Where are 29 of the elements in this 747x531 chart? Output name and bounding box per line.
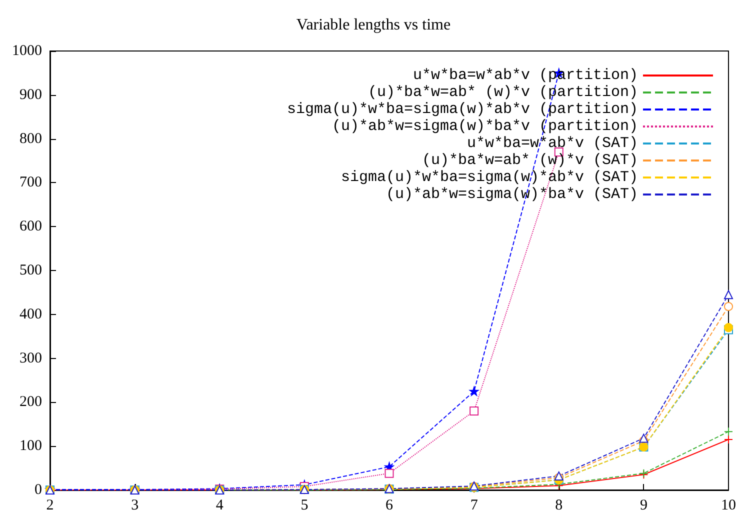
x-tick-label: 7 [470, 498, 478, 514]
y-tick-label: 900 [20, 86, 42, 103]
chart-title: Variable lengths vs time [296, 16, 451, 34]
y-tick-label: 100 [20, 438, 42, 454]
x-tick-label: 10 [721, 498, 736, 514]
x-tick-label: 5 [300, 498, 308, 514]
x-tick-label: 3 [131, 498, 139, 514]
y-tick-label: 200 [20, 394, 42, 410]
legend-label: sigma(u)*w*ba=sigma(w)*ab*v (partition) [286, 101, 638, 118]
x-tick-label: 2 [46, 498, 54, 514]
y-tick-label: 0 [34, 482, 42, 498]
legend-label: (u)*ba*w=ab* (w)*v (SAT) [422, 152, 638, 169]
x-tick-label: 9 [640, 498, 648, 514]
legend-label: (u)*ab*w=sigma(w)*ba*v (partition) [332, 118, 638, 135]
x-tick-label: 8 [555, 498, 563, 514]
x-tick-label: 6 [386, 498, 394, 514]
y-tick-label: 600 [20, 218, 42, 235]
legend-label: (u)*ba*w=ab* (w)*v (partition) [368, 84, 638, 101]
y-tick-label: 1000 [12, 43, 42, 59]
legend-label: u*w*ba=w*ab*v (partition) [412, 67, 638, 84]
legend-label: u*w*ba=w*ab*v (SAT) [466, 135, 638, 152]
legend-label: (u)*ab*w=sigma(w)*ba*v (SAT) [386, 186, 638, 203]
y-tick-label: 800 [20, 130, 42, 147]
y-tick-label: 300 [20, 350, 42, 366]
x-tick-label: 4 [216, 498, 224, 514]
y-tick-label: 400 [20, 306, 42, 322]
legend-label: sigma(u)*w*ba=sigma(w)*ab*v (SAT) [340, 169, 638, 186]
y-tick-label: 700 [20, 174, 42, 191]
y-tick-label: 500 [20, 262, 42, 278]
